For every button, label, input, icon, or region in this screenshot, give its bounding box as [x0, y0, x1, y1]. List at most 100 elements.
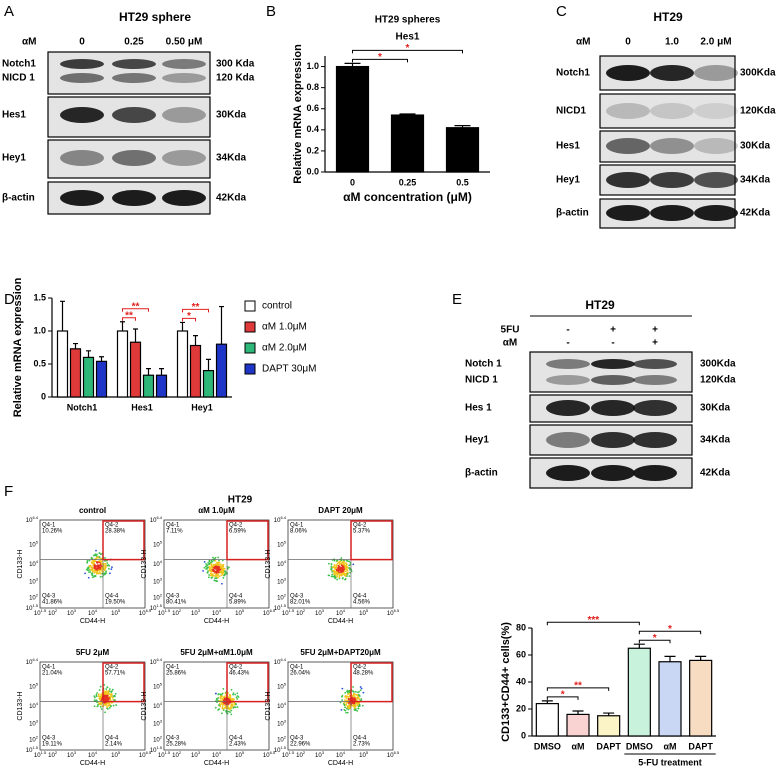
event-dot	[95, 571, 98, 574]
event-dot	[348, 703, 351, 706]
quadrant-value: 46.43%	[229, 671, 250, 677]
event-dot	[339, 568, 342, 571]
tick-exponent: 6.4	[32, 515, 38, 520]
event-dot	[349, 571, 352, 574]
event-dot	[344, 691, 347, 694]
tick-exponent: 4	[343, 750, 346, 755]
event-dot	[333, 573, 336, 576]
significance-bracket	[122, 317, 136, 321]
y-tick-label: 0.6	[306, 103, 319, 113]
quadrant-value: 4.56%	[353, 600, 371, 606]
event-dot	[337, 561, 340, 564]
event-dot	[209, 574, 212, 577]
event-dot	[111, 696, 114, 699]
band	[591, 400, 635, 416]
event-dot	[109, 705, 112, 708]
axis-tick-label: 102	[277, 593, 287, 602]
event-dot	[336, 575, 338, 578]
event-dot	[98, 569, 101, 572]
tick-base: 10	[274, 748, 281, 754]
event-dot	[221, 559, 224, 562]
event-dot	[99, 705, 102, 708]
event-dot	[345, 568, 348, 571]
event-dot	[93, 567, 96, 570]
legend-swatch	[244, 300, 256, 312]
event-dot	[113, 699, 116, 702]
tick-exponent: 5	[284, 682, 287, 687]
event-dot	[231, 705, 234, 708]
bar	[155, 374, 168, 398]
band	[546, 375, 590, 385]
event-dot	[206, 571, 209, 574]
event-dot	[107, 691, 110, 694]
tick-exponent: 4	[95, 750, 98, 755]
event-dot	[331, 575, 334, 578]
event-dot	[95, 561, 98, 563]
event-dot	[94, 554, 96, 557]
event-dot	[87, 569, 90, 572]
event-dot	[97, 572, 100, 575]
error-bar	[454, 125, 471, 128]
tick-base: 10	[48, 753, 55, 759]
tick-exponent: 1.5	[280, 745, 286, 750]
event-dot	[95, 699, 98, 702]
event-dot	[91, 569, 94, 572]
event-dot	[97, 695, 100, 697]
axis-tick-label: 105	[235, 608, 245, 617]
event-dot	[349, 706, 351, 709]
event-dot	[100, 562, 103, 565]
band	[112, 150, 156, 166]
tick-exponent: 6.4	[280, 657, 286, 662]
event-dot	[345, 563, 348, 566]
axis-tick-label: 103	[277, 577, 287, 586]
tick-base: 10	[29, 562, 36, 568]
quadrant-name: Q4-1	[42, 523, 56, 529]
event-dot	[97, 693, 100, 696]
tick-exponent: 2	[160, 735, 163, 740]
event-dot	[210, 565, 213, 567]
x-tick-label: 0.5	[456, 177, 469, 187]
band	[112, 59, 156, 69]
bar	[189, 344, 202, 398]
tick-base: 10	[153, 542, 160, 548]
quadrant-value: 28.38%	[105, 529, 126, 535]
quadrant-value: 19.50%	[105, 600, 126, 606]
event-dot	[214, 559, 217, 562]
tick-exponent: 5	[118, 608, 121, 613]
event-dot	[345, 575, 348, 577]
event-dot	[211, 574, 214, 576]
axis-tick-label: 103	[67, 750, 77, 759]
tick-base: 10	[153, 562, 160, 568]
axis-tick-label: 105	[153, 682, 163, 691]
event-dot	[208, 563, 211, 566]
legend-label: αM 2.0μM	[262, 343, 307, 354]
significance-label: *	[378, 52, 382, 63]
tick-base: 10	[88, 753, 95, 759]
event-dot	[221, 692, 224, 695]
legend-swatch	[244, 342, 256, 354]
quadrant-name: Q4-1	[42, 665, 56, 671]
tick-base: 10	[172, 611, 179, 617]
event-dot	[330, 563, 333, 566]
event-dot	[230, 703, 233, 706]
tick-base: 10	[277, 579, 284, 585]
event-dot	[111, 690, 113, 692]
axis-tick-label: 103	[191, 750, 201, 759]
tick-exponent: 4	[160, 559, 163, 564]
event-dot	[220, 574, 223, 577]
band-size: 42Kda	[216, 193, 246, 204]
tick-exponent: 5	[160, 540, 163, 545]
x-tick-label: Hes1	[131, 402, 153, 412]
axis-tick-label: 103	[153, 577, 163, 586]
quadrant-value: 22.96%	[290, 742, 311, 748]
event-dot	[92, 562, 95, 565]
plot-title: 5FU 2μM	[76, 648, 110, 657]
event-dot	[330, 566, 333, 568]
tick-base: 10	[29, 542, 36, 548]
bar	[658, 661, 682, 737]
axis-tick-label: 104	[88, 608, 98, 617]
event-dot	[360, 687, 363, 690]
band	[650, 205, 694, 221]
tick-exponent: 4	[284, 559, 287, 564]
event-dot	[222, 565, 225, 568]
